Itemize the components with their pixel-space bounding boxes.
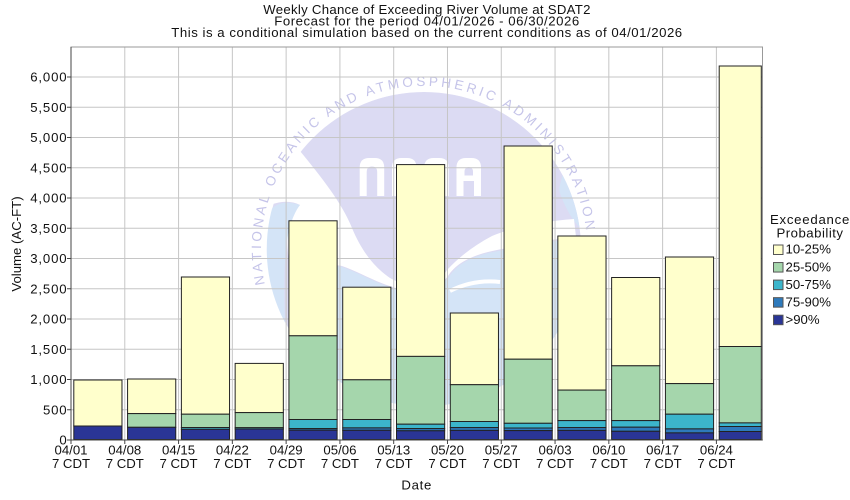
svg-text:1,500: 1,500 bbox=[30, 342, 67, 357]
svg-text:6,000: 6,000 bbox=[30, 70, 67, 85]
svg-text:05/27: 05/27 bbox=[485, 443, 518, 458]
svg-text:7 CDT: 7 CDT bbox=[644, 456, 682, 471]
svg-text:10-25%: 10-25% bbox=[786, 242, 832, 257]
svg-text:04/01: 04/01 bbox=[54, 443, 87, 458]
svg-text:7 CDT: 7 CDT bbox=[52, 456, 90, 471]
svg-text:7 CDT: 7 CDT bbox=[590, 456, 628, 471]
svg-text:7 CDT: 7 CDT bbox=[160, 456, 198, 471]
svg-text:500: 500 bbox=[43, 402, 68, 417]
svg-text:3,000: 3,000 bbox=[30, 251, 67, 266]
svg-text:1,000: 1,000 bbox=[30, 372, 67, 387]
svg-text:7 CDT: 7 CDT bbox=[213, 456, 251, 471]
svg-text:2,500: 2,500 bbox=[30, 281, 67, 296]
svg-text:7 CDT: 7 CDT bbox=[375, 456, 413, 471]
svg-text:7 CDT: 7 CDT bbox=[321, 456, 359, 471]
svg-text:7 CDT: 7 CDT bbox=[536, 456, 574, 471]
svg-text:Probability: Probability bbox=[776, 225, 843, 240]
svg-text:Exceedance: Exceedance bbox=[770, 212, 850, 227]
svg-text:7 CDT: 7 CDT bbox=[428, 456, 466, 471]
svg-text:05/20: 05/20 bbox=[431, 443, 464, 458]
svg-text:Forecast for the period 04/01/: Forecast for the period 04/01/2026 - 06/… bbox=[274, 13, 579, 28]
svg-text:25-50%: 25-50% bbox=[786, 259, 832, 274]
svg-text:04/22: 04/22 bbox=[216, 443, 249, 458]
svg-text:05/06: 05/06 bbox=[323, 443, 356, 458]
svg-text:4,000: 4,000 bbox=[30, 191, 67, 206]
svg-text:50-75%: 50-75% bbox=[786, 277, 832, 292]
svg-text:5,000: 5,000 bbox=[30, 130, 67, 145]
svg-text:>90%: >90% bbox=[786, 312, 820, 327]
svg-text:75-90%: 75-90% bbox=[786, 294, 832, 309]
svg-text:04/08: 04/08 bbox=[108, 443, 141, 458]
svg-text:7 CDT: 7 CDT bbox=[106, 456, 144, 471]
svg-text:7 CDT: 7 CDT bbox=[267, 456, 305, 471]
svg-text:This is a conditional simulati: This is a conditional simulation based o… bbox=[171, 25, 682, 40]
svg-text:3,500: 3,500 bbox=[30, 221, 67, 236]
svg-text:7 CDT: 7 CDT bbox=[482, 456, 520, 471]
svg-text:06/03: 06/03 bbox=[539, 443, 572, 458]
svg-text:2,000: 2,000 bbox=[30, 312, 67, 327]
svg-text:7 CDT: 7 CDT bbox=[697, 456, 735, 471]
svg-text:06/17: 06/17 bbox=[646, 443, 679, 458]
svg-text:0: 0 bbox=[59, 433, 67, 448]
svg-text:06/24: 06/24 bbox=[700, 443, 733, 458]
svg-text:Volume (AC-FT): Volume (AC-FT) bbox=[9, 196, 24, 291]
svg-text:4,500: 4,500 bbox=[30, 160, 67, 175]
svg-text:06/10: 06/10 bbox=[592, 443, 625, 458]
svg-text:04/15: 04/15 bbox=[162, 443, 195, 458]
svg-text:5,500: 5,500 bbox=[30, 100, 67, 115]
svg-text:Date: Date bbox=[401, 478, 432, 493]
svg-text:04/29: 04/29 bbox=[270, 443, 303, 458]
svg-text:Weekly Chance of Exceeding Riv: Weekly Chance of Exceeding River Volume … bbox=[263, 2, 590, 17]
svg-text:05/13: 05/13 bbox=[377, 443, 410, 458]
